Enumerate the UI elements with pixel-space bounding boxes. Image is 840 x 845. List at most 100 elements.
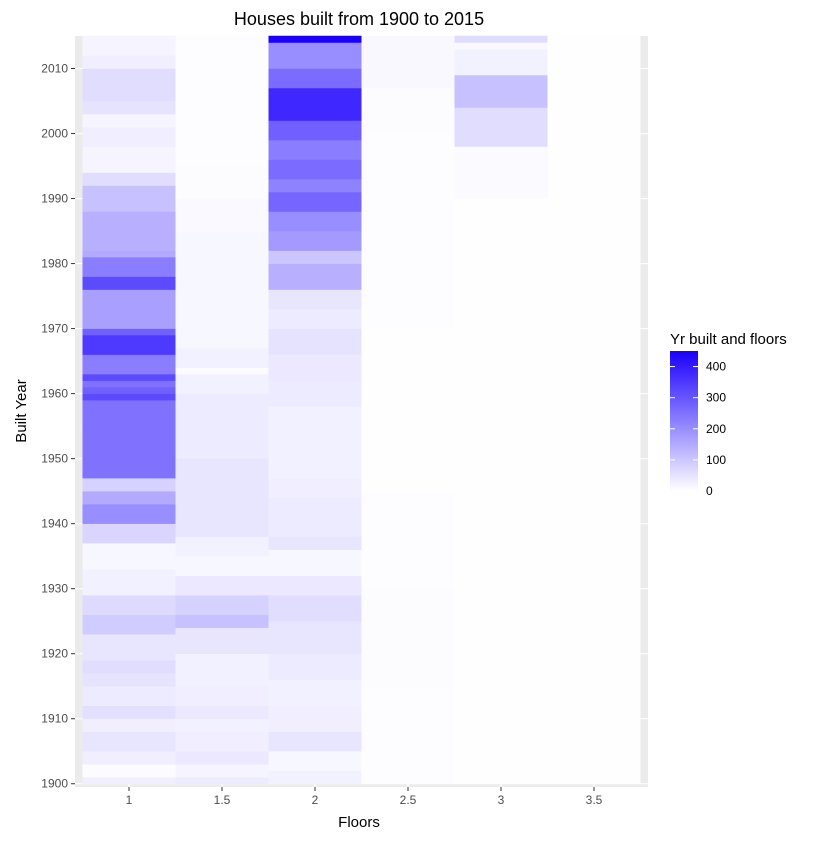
heat-tile — [82, 211, 176, 251]
heat-tile — [268, 211, 362, 232]
x-tick-label: 2 — [312, 793, 319, 807]
heat-tile — [454, 42, 548, 50]
heat-tile — [82, 776, 176, 784]
legend-tick-label: 0 — [706, 484, 713, 498]
heat-tile — [175, 393, 269, 459]
heat-tile — [82, 250, 176, 258]
heat-column-1.5 — [175, 35, 269, 784]
heat-tile — [82, 386, 176, 394]
heat-column-2 — [268, 35, 362, 784]
heat-tile — [82, 477, 176, 492]
heat-tile — [82, 146, 176, 173]
heat-tile — [82, 594, 176, 615]
x-axis-title: Floors — [338, 814, 380, 831]
heat-tile — [82, 523, 176, 544]
heat-tile — [82, 425, 176, 479]
heat-tile — [268, 705, 362, 732]
heat-tile — [454, 107, 548, 147]
legend-colorbar — [670, 351, 698, 491]
heat-tile — [175, 165, 269, 199]
heat-tile — [454, 35, 548, 43]
heat-tile — [268, 230, 362, 251]
y-tick-label: 2000 — [41, 127, 68, 141]
heat-tile — [268, 120, 362, 141]
y-tick-label: 1900 — [41, 777, 68, 791]
legend-tick-label: 100 — [706, 453, 726, 467]
heat-tile — [268, 575, 362, 596]
heat-tile — [268, 87, 362, 121]
heat-tile — [82, 289, 176, 329]
heat-tile — [82, 256, 176, 277]
heat-tile — [547, 35, 641, 784]
heat-tile — [268, 42, 362, 69]
x-tick-label: 1 — [126, 793, 133, 807]
y-tick-label: 1970 — [41, 322, 68, 336]
heat-tile — [361, 685, 455, 784]
y-tick-label: 1930 — [41, 582, 68, 596]
heat-tile — [175, 614, 269, 628]
heat-tile — [82, 113, 176, 128]
heat-column-3.5 — [547, 35, 641, 784]
heat-tile — [268, 250, 362, 264]
heat-tile — [361, 133, 455, 232]
heat-tile — [268, 289, 362, 310]
heat-tile — [268, 477, 362, 498]
heat-tile — [82, 705, 176, 719]
heat-tile — [175, 731, 269, 752]
heat-tile — [175, 776, 269, 784]
heat-tile — [82, 100, 176, 115]
heat-tile — [82, 672, 176, 687]
heat-tile — [82, 55, 176, 69]
heat-tile — [82, 503, 176, 524]
x-tick-label: 2.5 — [400, 793, 417, 807]
heat-tile — [175, 627, 269, 654]
heat-tile — [268, 178, 362, 193]
heat-tile — [82, 763, 176, 778]
y-tick-label: 1990 — [41, 192, 68, 206]
heat-tile — [175, 497, 269, 537]
heat-tile — [268, 750, 362, 771]
y-tick-label: 1950 — [41, 452, 68, 466]
heat-tile — [175, 750, 269, 765]
heat-tile — [82, 172, 176, 186]
heat-tile — [268, 380, 362, 407]
legend: 0 100 200 300 400 — [670, 351, 726, 498]
y-tick-label: 1940 — [41, 517, 68, 531]
heat-tile — [175, 367, 269, 375]
heat-tile — [361, 490, 455, 589]
heat-tile — [268, 731, 362, 752]
heat-tile — [82, 276, 176, 290]
heat-tile — [82, 380, 176, 388]
heat-tile — [268, 191, 362, 212]
heat-tile — [268, 770, 362, 784]
heat-tile — [454, 74, 548, 108]
heat-tile — [82, 354, 176, 375]
heat-tile — [268, 497, 362, 537]
heat-tile — [268, 68, 362, 89]
legend-title: Yr built and floors — [670, 331, 787, 348]
heat-column-3 — [454, 35, 548, 784]
heat-tile — [82, 393, 176, 401]
heat-tile — [82, 568, 176, 596]
y-tick-label: 1980 — [41, 257, 68, 271]
heat-tile — [268, 679, 362, 706]
heat-tile — [82, 750, 176, 765]
heat-tile — [268, 406, 362, 479]
plot-panel: 1900 1910 1920 1930 1940 1950 1960 1970 1980 1990… — [41, 35, 648, 807]
heat-tile — [454, 146, 548, 199]
heat-tile — [82, 633, 176, 661]
heat-column-2.5 — [361, 35, 455, 784]
heat-tile — [361, 230, 455, 329]
heat-tile — [175, 458, 269, 498]
heat-tile — [268, 354, 362, 381]
heat-tile — [175, 263, 269, 316]
heat-tile — [82, 718, 176, 732]
heat-tile — [175, 575, 269, 596]
heat-tile — [82, 185, 176, 212]
heat-tile — [268, 328, 362, 355]
heat-tile — [175, 653, 269, 687]
heat-tile — [82, 614, 176, 635]
heat-tile — [175, 198, 269, 232]
